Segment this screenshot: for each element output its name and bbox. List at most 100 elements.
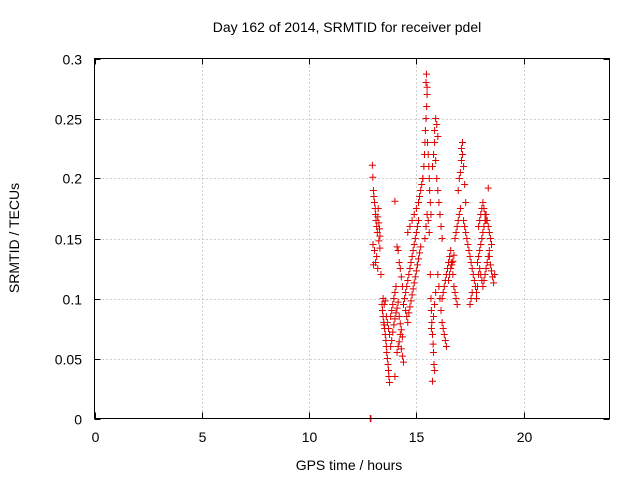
data-point [397,326,405,334]
data-point [422,115,430,122]
data-point [422,223,430,230]
data-point [411,235,419,242]
data-point [395,338,403,346]
data-point [477,241,485,248]
data-point [457,157,465,164]
data-point [391,289,399,296]
data-point [429,340,437,348]
data-point [422,70,430,78]
data-point [409,285,417,293]
data-point [428,331,436,338]
data-point [456,169,464,176]
data-point [479,229,487,236]
data-point [485,247,493,254]
data-point [450,283,458,290]
data-point [449,257,457,265]
data-point [415,217,423,224]
data-point [417,187,425,194]
data-point [408,217,416,224]
data-point [412,229,420,236]
data-point [474,259,482,266]
data-point [476,265,484,272]
data-point [408,253,416,260]
data-point [373,253,381,260]
data-point [433,175,441,182]
data-point [428,377,436,385]
data-point [410,241,418,248]
data-point [484,184,492,192]
data-point [475,253,483,260]
data-point [446,271,454,278]
data-point [490,279,498,287]
data-point [467,259,475,266]
grid-lines [94,58,610,419]
data-point [430,361,438,368]
data-point [468,265,476,272]
data-point [381,297,389,305]
data-point [459,139,467,146]
data-point [383,349,391,356]
data-point [423,103,431,110]
data-point [403,313,411,320]
data-point [461,181,469,188]
data-point [426,271,434,278]
data-point [393,304,401,312]
data-point [446,253,454,260]
data-point [416,249,424,257]
data-point [472,295,480,302]
data-point [445,277,453,284]
data-point [425,175,433,182]
data-point [397,273,405,281]
data-point [480,277,488,284]
data-point [392,309,400,317]
data-point [480,205,488,212]
data-point [479,199,487,206]
data-point [396,320,404,328]
data-point [454,187,462,194]
data-point [426,187,434,194]
data-point [370,193,378,200]
data-point [431,367,439,374]
data-point [430,151,438,158]
data-point [460,163,468,170]
data-point [403,283,411,290]
data-point [462,229,470,236]
data-point [439,325,447,332]
data-points [366,70,499,422]
data-point [393,243,401,251]
x-axis-title: GPS time / hours [296,457,403,473]
data-point [394,298,402,306]
data-point [384,325,392,332]
data-point [369,173,377,181]
data-point [409,247,417,254]
data-point [460,217,468,224]
data-point [455,211,463,218]
data-point [484,223,492,230]
data-point [440,283,448,290]
data-point [386,379,394,386]
data-point [412,267,420,275]
data-point [373,229,381,236]
data-point [476,217,484,224]
data-point [374,213,382,221]
data-point [404,277,412,284]
data-point [406,223,414,230]
data-point [455,175,463,182]
data-point [431,301,439,308]
data-point [384,367,392,374]
data-point [398,352,406,360]
data-point [390,321,398,329]
data-point [457,145,465,152]
data-point [376,244,384,252]
data-point [407,297,415,305]
data-point [427,325,435,332]
data-point [432,289,440,296]
data-point [371,247,379,254]
data-point [482,265,490,272]
data-point [484,253,492,260]
data-point [475,223,483,230]
data-point [464,241,472,248]
data-point [376,232,384,240]
data-point [390,295,398,302]
data-point [378,307,386,314]
